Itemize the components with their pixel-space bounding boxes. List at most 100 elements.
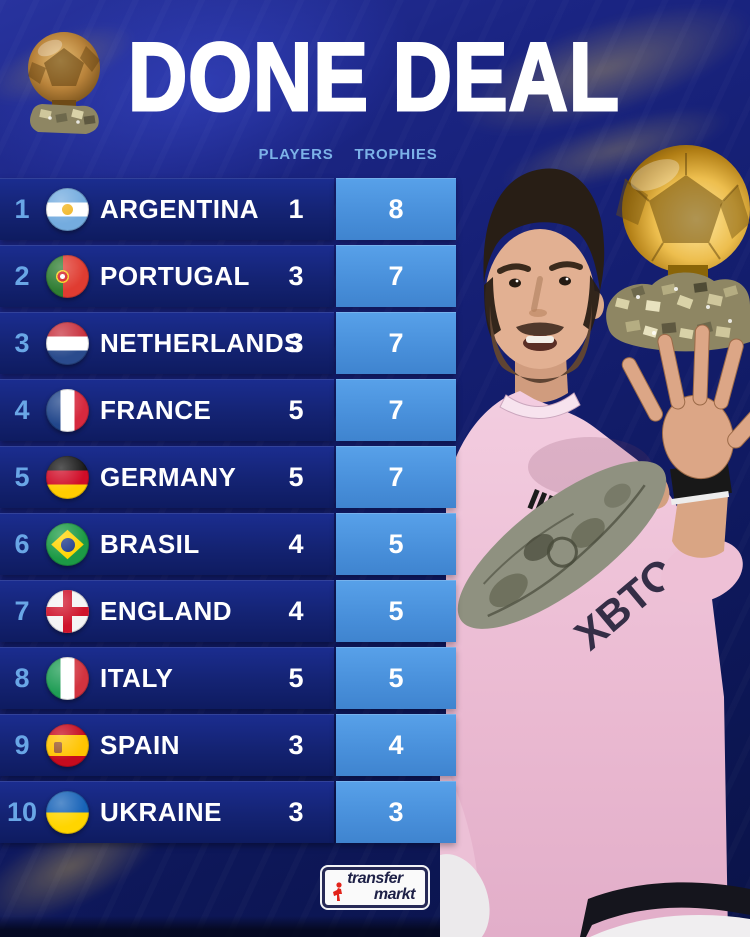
flag-gloss	[46, 322, 89, 365]
trophies-cell: 5	[336, 647, 456, 709]
table-row: 7 5 GERMANY 5	[0, 446, 456, 508]
rank-number: 10	[6, 797, 38, 827]
flag-gloss	[46, 657, 89, 700]
flag-gloss	[46, 791, 89, 834]
player-figure-icon	[333, 882, 342, 901]
flag-france-icon	[46, 389, 89, 432]
trophies-value: 7	[388, 395, 404, 425]
flag-portugal-icon	[46, 255, 89, 298]
country-name: UKRAINE	[100, 797, 222, 827]
country-name: BRASIL	[100, 529, 200, 559]
country-name: PORTUGAL	[100, 261, 250, 291]
column-header-players: PLAYERS	[258, 146, 334, 163]
ranking-table: 8 1 ARGENTINA 1 7 2 PORTUGAL 3	[0, 178, 456, 848]
country-name: ITALY	[100, 663, 174, 693]
table-row: 5 6 BRASIL 4	[0, 513, 456, 575]
players-value: 5	[288, 663, 304, 693]
rank-number: 4	[14, 395, 30, 425]
trophies-value: 8	[388, 194, 404, 224]
country-name: FRANCE	[100, 395, 212, 425]
trophies-value: 7	[388, 462, 404, 492]
flag-brasil-icon	[46, 523, 89, 566]
trophies-value: 3	[388, 797, 404, 827]
flag-gloss	[46, 389, 89, 432]
messi-tattoo-arm	[457, 461, 670, 629]
players-value: 3	[288, 328, 304, 358]
flag-detail	[60, 537, 75, 552]
table-row: 7 4 FRANCE 5	[0, 379, 456, 441]
players-value: 4	[288, 529, 304, 559]
rank-number: 9	[14, 730, 30, 760]
trophies-cell: 5	[336, 580, 456, 642]
table-row: 3 10 UKRAINE 3	[0, 781, 456, 843]
players-value: 3	[288, 797, 304, 827]
flag-detail	[56, 270, 69, 283]
rank-number: 7	[14, 596, 30, 626]
players-value: 5	[288, 462, 304, 492]
flag-gloss	[46, 188, 89, 231]
flag-argentina-icon	[46, 188, 89, 231]
logo-text-line2: markt	[373, 886, 416, 903]
trophy-crystal-base	[606, 272, 750, 352]
column-header-trophies: TROPHIES	[354, 146, 438, 163]
transfermarkt-logo: transfer markt	[322, 867, 428, 908]
country-name: ARGENTINA	[100, 194, 260, 224]
flag-gloss	[46, 255, 89, 298]
players-value: 4	[288, 596, 304, 626]
trophies-value: 7	[388, 261, 404, 291]
flag-england-icon	[46, 590, 89, 633]
trophies-cell: 7	[336, 245, 456, 307]
table-row: 5 7 ENGLAND 4	[0, 580, 456, 642]
trophies-value: 5	[388, 663, 404, 693]
trophies-cell: 7	[336, 379, 456, 441]
flag-detail	[62, 204, 73, 215]
players-value: 5	[288, 395, 304, 425]
flag-netherlands-icon	[46, 322, 89, 365]
flag-detail	[46, 607, 89, 616]
rank-number: 5	[14, 462, 30, 492]
country-name: ENGLAND	[100, 596, 233, 626]
trophies-value: 5	[388, 596, 404, 626]
trophies-cell: 5	[336, 513, 456, 575]
ballon-dor-ball	[616, 145, 750, 273]
trophies-cell: 4	[336, 714, 456, 776]
trophies-value: 5	[388, 529, 404, 559]
logo-text-line1: transfer	[347, 870, 403, 887]
flag-detail	[54, 742, 62, 753]
table-row: 5 8 ITALY 5	[0, 647, 456, 709]
ballon-dor-icon	[28, 32, 100, 134]
rank-number: 2	[14, 261, 30, 291]
trophies-cell: 3	[336, 781, 456, 843]
page-title: DONE DEAL	[127, 24, 620, 132]
trophies-cell: 7	[336, 312, 456, 374]
messi-hand	[621, 324, 750, 480]
players-value: 3	[288, 261, 304, 291]
rank-number: 6	[14, 529, 30, 559]
flag-gloss	[46, 590, 89, 633]
flag-gloss	[46, 523, 89, 566]
flag-ukraine-icon	[46, 791, 89, 834]
country-name: GERMANY	[100, 462, 237, 492]
flag-germany-icon	[46, 456, 89, 499]
table-row: 7 3 NETHERLANDS 3	[0, 312, 456, 374]
flag-spain-icon	[46, 724, 89, 767]
table-row: 7 2 PORTUGAL 3	[0, 245, 456, 307]
country-name: NETHERLANDS	[100, 328, 302, 358]
rank-number: 8	[14, 663, 30, 693]
trophies-value: 4	[388, 730, 404, 760]
table-row: 8 1 ARGENTINA 1	[0, 178, 456, 240]
players-value: 3	[288, 730, 304, 760]
trophies-cell: 7	[336, 446, 456, 508]
trophies-cell: 8	[336, 178, 456, 240]
flag-gloss	[46, 456, 89, 499]
flag-gloss	[46, 724, 89, 767]
country-name: SPAIN	[100, 730, 181, 760]
flag-italy-icon	[46, 657, 89, 700]
trophies-value: 7	[388, 328, 404, 358]
table-row: 4 9 SPAIN 3	[0, 714, 456, 776]
rank-number: 1	[14, 194, 30, 224]
players-value: 1	[288, 194, 304, 224]
messi-photo-illustration: XBTO	[440, 145, 750, 937]
messi-head	[483, 168, 605, 403]
